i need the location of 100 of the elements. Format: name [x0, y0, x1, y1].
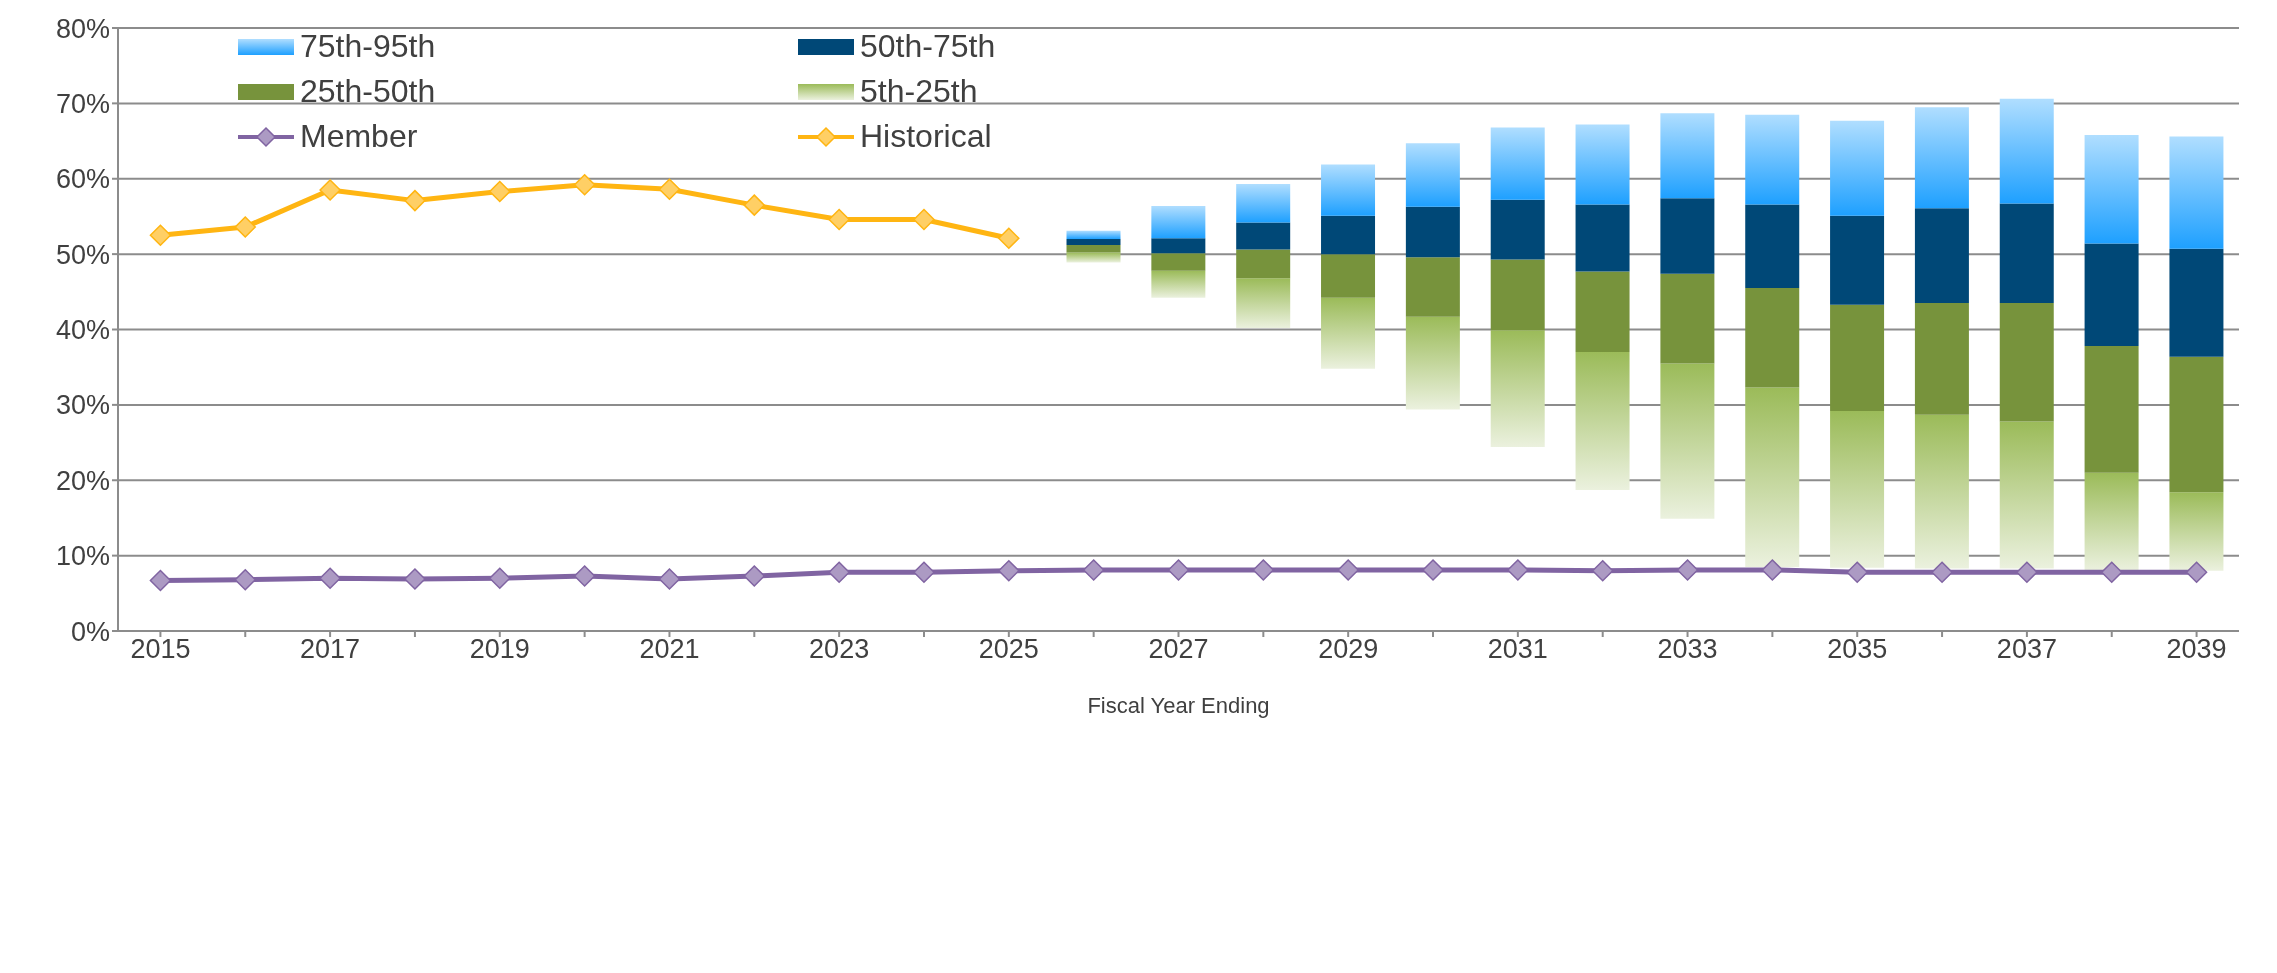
bar [1236, 184, 1291, 223]
point [404, 568, 426, 590]
bar [1405, 316, 1460, 410]
bar [1490, 259, 1545, 331]
bar [2169, 136, 2224, 249]
bar [2084, 472, 2139, 571]
point [2100, 561, 2123, 583]
bar [1321, 164, 1376, 216]
bar [2169, 356, 2224, 493]
point [489, 567, 511, 589]
bar [1830, 410, 1885, 568]
point [573, 565, 596, 587]
y-tick-label: 10% [55, 541, 110, 572]
point [1422, 559, 1444, 581]
y-tick-label: 0% [70, 616, 110, 647]
bar [1660, 198, 1715, 274]
legend-label: 50th-75th [860, 28, 996, 65]
bar [2169, 492, 2224, 571]
bar [1151, 253, 1206, 271]
bar [1575, 204, 1630, 272]
point [2185, 561, 2208, 583]
bar [1660, 363, 1715, 519]
legend-label: 75th-95th [300, 28, 436, 65]
point [573, 174, 596, 196]
x-tick-label: 2021 [639, 634, 700, 665]
bar [1660, 113, 1715, 199]
bar [1490, 127, 1545, 200]
bar [1830, 120, 1885, 216]
point [1082, 559, 1105, 581]
y-tick-label: 30% [55, 390, 110, 421]
bar [1914, 303, 1969, 415]
x-tick-label: 2027 [1148, 634, 1209, 665]
point [828, 208, 850, 231]
point [1846, 561, 1868, 583]
point [234, 568, 257, 591]
bar [1236, 222, 1291, 250]
point [913, 208, 935, 231]
point [319, 567, 341, 589]
bar [1321, 297, 1376, 369]
point [998, 227, 1020, 250]
point [1167, 559, 1190, 581]
x-tick-label: 2033 [1657, 634, 1718, 665]
legend-label: Member [300, 118, 418, 155]
point [489, 180, 511, 203]
bar [1745, 288, 1800, 388]
bar [2169, 248, 2224, 357]
x-axis-title: Fiscal Year Ending [1087, 693, 1270, 718]
bar [1830, 304, 1885, 411]
legend-label: Historical [860, 118, 992, 155]
bar [1830, 215, 1885, 305]
y-tick-label: 40% [55, 315, 110, 346]
point [828, 561, 850, 583]
bar [1575, 352, 1630, 491]
bar [1745, 204, 1800, 289]
bar [1066, 230, 1121, 240]
bar [1321, 215, 1376, 255]
bar [1745, 114, 1800, 205]
point [149, 224, 172, 247]
point [1507, 559, 1529, 581]
point [743, 565, 766, 587]
bar [2084, 346, 2139, 473]
point [404, 189, 426, 212]
bar [1999, 303, 2054, 422]
bar [1575, 271, 1630, 353]
bar [1151, 238, 1206, 254]
x-tick-label: 2015 [130, 634, 191, 665]
bar [1321, 254, 1376, 298]
bar [1236, 278, 1291, 328]
bar [1745, 387, 1800, 567]
bar [1151, 270, 1206, 298]
point [658, 568, 681, 590]
bar [1405, 206, 1460, 258]
point [1676, 559, 1699, 581]
bar [1066, 245, 1121, 253]
bar [1236, 249, 1291, 279]
y-tick-label: 60% [55, 164, 110, 195]
point [998, 559, 1020, 582]
x-tick-label: 2039 [2166, 634, 2227, 665]
bar [1914, 208, 1969, 304]
y-tick-label: 80% [55, 13, 110, 44]
bar [2084, 243, 2139, 347]
bar [1999, 98, 2054, 204]
bar [1914, 414, 1969, 569]
point [1337, 559, 1359, 581]
x-tick-label: 2025 [978, 634, 1039, 665]
bar [2084, 135, 2139, 244]
y-tick-label: 20% [55, 465, 110, 496]
y-tick-label: 70% [55, 88, 110, 119]
point [149, 569, 172, 592]
point [2016, 561, 2038, 583]
point [319, 179, 341, 201]
bar [1151, 205, 1206, 239]
point [1761, 559, 1784, 581]
legend-label: 5th-25th [860, 73, 978, 110]
point [234, 216, 257, 238]
bar [1066, 252, 1121, 263]
point [658, 178, 681, 201]
x-tick-label: 2019 [469, 634, 530, 665]
x-tick-label: 2035 [1827, 634, 1888, 665]
point [913, 561, 935, 583]
